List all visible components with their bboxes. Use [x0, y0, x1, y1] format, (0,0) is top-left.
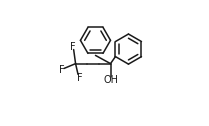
- Text: F: F: [59, 65, 64, 75]
- Text: OH: OH: [103, 75, 118, 85]
- Text: F: F: [77, 73, 83, 83]
- Text: F: F: [70, 42, 76, 52]
